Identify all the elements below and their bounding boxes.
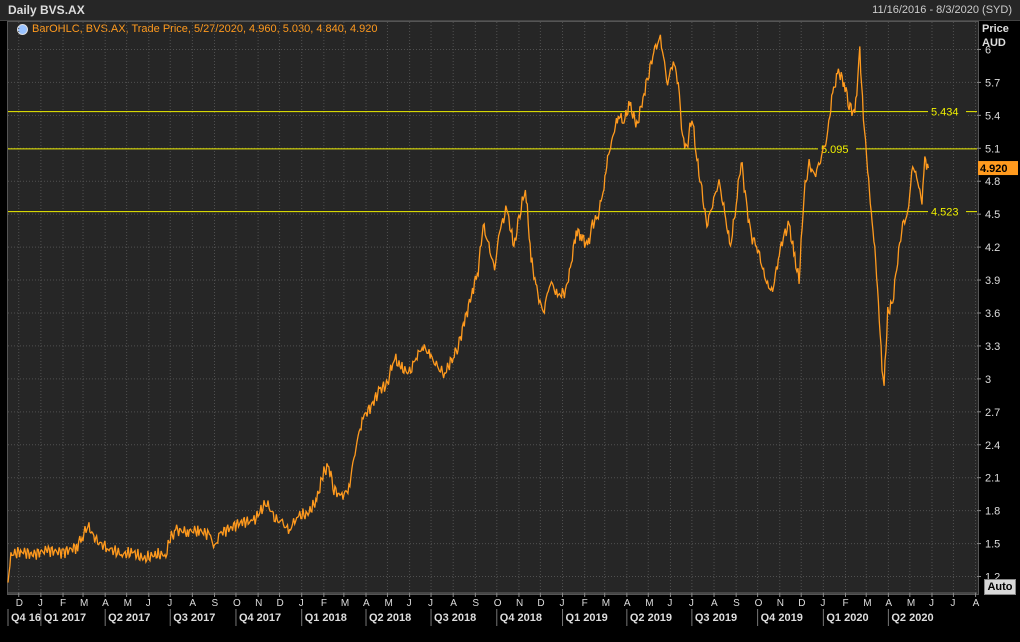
y-tick-label: 1.8	[985, 506, 1000, 518]
month-tick-label: D	[537, 598, 544, 609]
month-tick-label: F	[582, 598, 588, 609]
month-tick-label: J	[428, 598, 433, 609]
month-tick-label: A	[102, 598, 109, 609]
y-axis-title-price: Price	[982, 23, 1009, 35]
y-tick-label: 1.5	[985, 539, 1000, 551]
level-label: 4.523	[931, 207, 959, 219]
month-tick-label: A	[363, 598, 370, 609]
month-tick-label: J	[560, 598, 565, 609]
month-tick-label: J	[146, 598, 151, 609]
quarter-label: Q2 2018	[369, 612, 411, 624]
month-tick-label: A	[624, 598, 631, 609]
quarter-label: Q2 2017	[108, 612, 150, 624]
y-tick-label: 6	[985, 44, 991, 56]
y-tick-label: 5.4	[985, 110, 1000, 122]
y-tick-label: 5.7	[985, 77, 1000, 89]
quarter-label: Q4 2017	[239, 612, 281, 624]
quarter-label: Q4 16	[11, 612, 41, 624]
quarter-label: Q1 2019	[566, 612, 608, 624]
month-tick-label: J	[407, 598, 412, 609]
y-axis-title-currency: AUD	[982, 37, 1006, 49]
quarter-label: Q3 2017	[173, 612, 215, 624]
month-tick-label: J	[950, 598, 955, 609]
y-tick-label: 5.1	[985, 143, 1000, 155]
month-tick-label: S	[733, 598, 740, 609]
auto-scale-button[interactable]: Auto	[984, 579, 1016, 595]
month-tick-label: A	[711, 598, 718, 609]
level-label: 5.434	[931, 107, 959, 119]
month-tick-label: M	[384, 598, 392, 609]
month-tick-label: J	[820, 598, 825, 609]
y-tick-label: 2.1	[985, 473, 1000, 485]
month-tick-label: F	[843, 598, 849, 609]
month-tick-label: A	[189, 598, 196, 609]
legend-text: BarOHLC, BVS.AX, Trade Price, 5/27/2020,…	[32, 23, 378, 35]
quarter-label: Q3 2019	[695, 612, 737, 624]
month-tick-label: J	[929, 598, 934, 609]
month-tick-label: F	[60, 598, 66, 609]
month-tick-label: O	[233, 598, 241, 609]
month-tick-label: N	[255, 598, 262, 609]
month-tick-label: A	[973, 598, 980, 609]
y-tick-label: 4.2	[985, 242, 1000, 254]
y-tick-label: 3	[985, 374, 991, 386]
y-tick-label: 2.4	[985, 440, 1000, 452]
month-tick-label: M	[602, 598, 610, 609]
date-range: 11/16/2016 - 8/3/2020 (SYD)	[872, 4, 1012, 16]
quarter-label: Q1 2018	[305, 612, 347, 624]
month-tick-label: N	[516, 598, 523, 609]
level-label-bg	[818, 142, 856, 155]
month-tick-label: M	[80, 598, 88, 609]
month-tick-label: M	[645, 598, 653, 609]
month-tick-label: A	[450, 598, 457, 609]
month-tick-label: O	[755, 598, 763, 609]
month-tick-label: F	[321, 598, 327, 609]
quarter-label: Q3 2018	[434, 612, 476, 624]
price-series-line	[7, 34, 930, 583]
y-tick-label: 3.3	[985, 341, 1000, 353]
month-tick-label: J	[667, 598, 672, 609]
quarter-label: Q2 2019	[630, 612, 672, 624]
month-tick-label: J	[167, 598, 172, 609]
month-tick-label: D	[277, 598, 284, 609]
plot-area[interactable]	[7, 21, 979, 595]
month-tick-label: J	[299, 598, 304, 609]
quarter-label: Q2 2020	[891, 612, 933, 624]
month-tick-label: M	[907, 598, 915, 609]
level-label-bg	[928, 205, 966, 218]
current-price-badge	[978, 161, 1018, 176]
quarter-label: Q4 2019	[761, 612, 803, 624]
level-label-bg	[928, 105, 966, 118]
month-tick-label: S	[212, 598, 219, 609]
month-tick-label: M	[341, 598, 349, 609]
month-tick-label: M	[124, 598, 132, 609]
month-tick-label: J	[38, 598, 43, 609]
month-tick-label: D	[798, 598, 805, 609]
globe-icon	[17, 23, 28, 35]
series-legend[interactable]: BarOHLC, BVS.AX, Trade Price, 5/27/2020,…	[17, 23, 378, 35]
month-tick-label: D	[16, 598, 23, 609]
quarter-label: Q4 2018	[500, 612, 542, 624]
quarter-label: Q1 2020	[826, 612, 868, 624]
y-tick-label: 3.9	[985, 275, 1000, 287]
month-tick-label: N	[777, 598, 784, 609]
title-bar: Daily BVS.AX 11/16/2016 - 8/3/2020 (SYD)	[0, 0, 1020, 21]
y-tick-label: 4.5	[985, 209, 1000, 221]
quarter-label: Q1 2017	[44, 612, 86, 624]
month-tick-label: O	[494, 598, 502, 609]
month-tick-label: A	[885, 598, 892, 609]
month-tick-label: M	[863, 598, 871, 609]
y-tick-label: 3.6	[985, 308, 1000, 320]
chart-title: Daily BVS.AX	[8, 3, 85, 17]
month-tick-label: J	[689, 598, 694, 609]
y-tick-label: 2.7	[985, 407, 1000, 419]
current-price-label: 4.920	[980, 163, 1008, 175]
level-label: 5.095	[821, 144, 849, 156]
y-tick-label: 4.8	[985, 176, 1000, 188]
month-tick-label: S	[472, 598, 479, 609]
